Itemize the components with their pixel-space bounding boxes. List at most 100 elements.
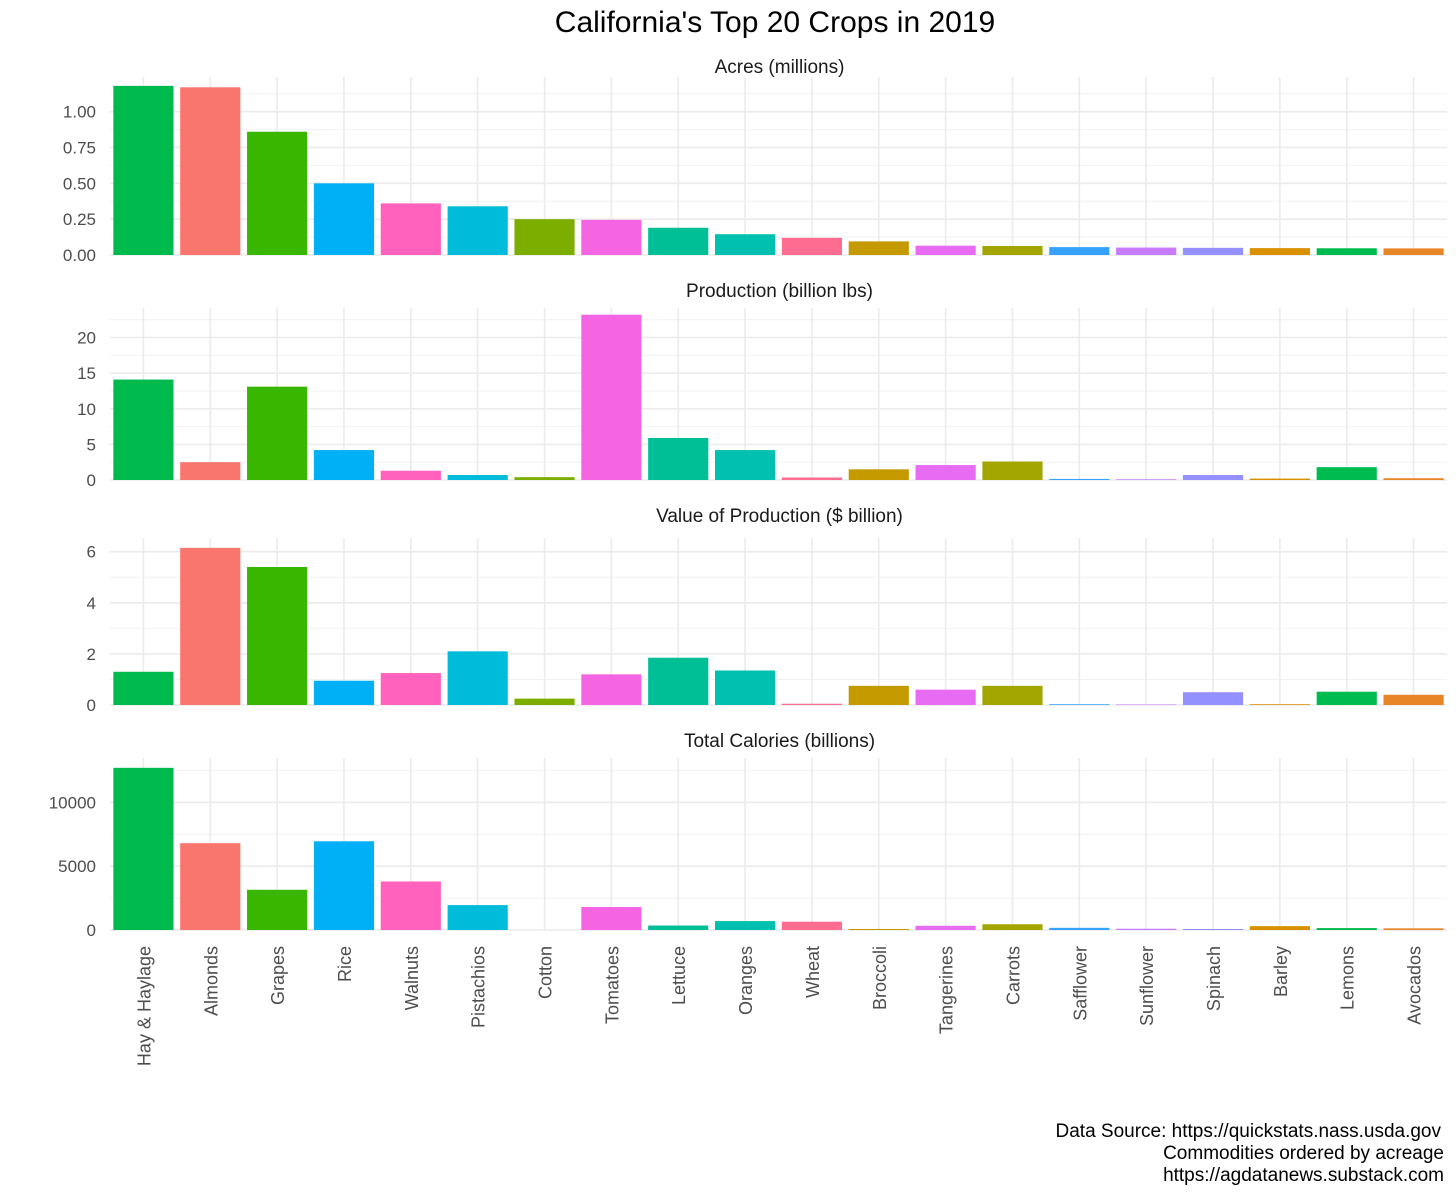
bar-broccoli — [848, 928, 909, 930]
bar-wheat — [781, 237, 843, 255]
panel-production-billion-lbs: 0 5 10 15 20 Production (billion lbs) — [77, 281, 1447, 490]
bar-tangerines — [915, 925, 976, 930]
y-tick-label: 4 — [87, 594, 96, 613]
y-tick-label: 0 — [87, 696, 96, 715]
x-tick-label: Safflower — [1070, 946, 1090, 1021]
bar-wheat — [781, 921, 843, 930]
x-tick-label: Grapes — [268, 946, 288, 1005]
y-tick-label: 20 — [77, 329, 96, 348]
bar-carrots — [982, 461, 1043, 480]
bar-lettuce — [648, 925, 709, 930]
bar-lettuce — [648, 227, 709, 255]
bar-tangerines — [915, 465, 976, 480]
facet-title: Value of Production ($ billion) — [656, 506, 903, 527]
y-tick-label: 2 — [87, 645, 96, 664]
bar-hay-haylage — [113, 85, 174, 255]
facet-title: Total Calories (billions) — [684, 731, 875, 752]
bar-carrots — [982, 245, 1043, 255]
x-tick-label: Almonds — [201, 946, 221, 1016]
bar-lemons — [1316, 928, 1377, 930]
panel-total-calories-billions: 0 5000 10000 Total Calories (billions) — [49, 731, 1447, 940]
bar-grapes — [247, 567, 308, 705]
x-tick-label: Rice — [335, 946, 355, 982]
bar-hay-haylage — [113, 671, 174, 705]
bar-almonds — [180, 547, 241, 705]
bar-barley — [1249, 704, 1310, 705]
x-tick-label: Pistachios — [469, 946, 489, 1028]
x-tick-label: Carrots — [1003, 946, 1023, 1005]
bar-carrots — [982, 685, 1043, 705]
facet-title: Production (billion lbs) — [686, 281, 873, 302]
x-tick-label: Walnuts — [402, 946, 422, 1010]
bar-tomatoes — [581, 674, 642, 705]
bar-pistachios — [447, 475, 508, 480]
facet-title: Acres (millions) — [715, 57, 845, 78]
bar-walnuts — [380, 673, 441, 705]
x-tick-label: Broccoli — [870, 946, 890, 1010]
bar-oranges — [714, 670, 776, 705]
x-axis-labels: Hay & Haylage Almonds Grapes Rice Walnuts Pis… — [134, 946, 1424, 1066]
x-tick-label: Wheat — [803, 946, 823, 998]
bar-lettuce — [648, 437, 709, 480]
y-tick-label: 0.50 — [63, 174, 96, 193]
bar-pistachios — [447, 206, 508, 255]
bar-rice — [313, 450, 375, 480]
bar-pistachios — [447, 905, 508, 930]
caption-source: Data Source: https://quickstats.nass.usd… — [1056, 1121, 1442, 1142]
bar-almonds — [180, 87, 241, 255]
bar-cotton — [514, 219, 575, 255]
y-tick-label: 15 — [77, 364, 96, 383]
panel-value-of-production-billion: 0 2 4 6 Value of Production ($ billion) — [87, 506, 1447, 715]
x-tick-label: Hay & Haylage — [134, 946, 154, 1066]
bar-barley — [1249, 478, 1310, 480]
bar-grapes — [247, 386, 308, 480]
bar-broccoli — [848, 685, 909, 705]
x-tick-label: Avocados — [1405, 946, 1425, 1025]
bar-broccoli — [848, 469, 909, 480]
bar-safflower — [1049, 478, 1110, 480]
bar-barley — [1249, 926, 1310, 930]
y-tick-label: 10000 — [49, 793, 96, 812]
bar-tomatoes — [581, 219, 642, 255]
x-tick-label: Lettuce — [669, 946, 689, 1005]
bar-avocados — [1383, 694, 1444, 705]
bar-walnuts — [380, 881, 441, 930]
y-tick-label: 0.00 — [63, 246, 96, 265]
bar-tangerines — [915, 245, 976, 255]
x-tick-label: Cotton — [536, 946, 556, 999]
bar-lemons — [1316, 467, 1377, 480]
y-tick-label: 0 — [87, 921, 96, 940]
bar-lemons — [1316, 691, 1377, 705]
bar-hay-haylage — [113, 379, 174, 480]
y-tick-label: 0.75 — [63, 139, 96, 158]
x-tick-label: Tangerines — [937, 946, 957, 1034]
bar-sunflower — [1116, 928, 1177, 930]
bar-oranges — [714, 450, 776, 480]
bar-pistachios — [447, 651, 508, 705]
bar-wheat — [781, 703, 843, 705]
bar-spinach — [1182, 247, 1244, 255]
bar-walnuts — [380, 203, 441, 255]
y-tick-label: 1.00 — [63, 103, 96, 122]
bar-walnuts — [380, 470, 441, 480]
x-tick-label: Tomatoes — [602, 946, 622, 1024]
x-tick-label: Sunflower — [1137, 946, 1157, 1026]
panel-acres-millions: 0.00 0.25 0.50 0.75 1.00 Acres (millions) — [63, 57, 1447, 265]
bar-avocados — [1383, 928, 1444, 930]
y-tick-label: 0 — [87, 471, 96, 490]
bar-rice — [313, 183, 375, 255]
bar-spinach — [1182, 928, 1244, 930]
y-tick-label: 5000 — [58, 857, 96, 876]
bar-sunflower — [1116, 247, 1177, 255]
x-tick-label: Lemons — [1338, 946, 1358, 1010]
bar-rice — [313, 841, 375, 930]
bar-carrots — [982, 924, 1043, 930]
x-tick-label: Oranges — [736, 946, 756, 1015]
bar-spinach — [1182, 692, 1244, 705]
bar-safflower — [1049, 247, 1110, 255]
bar-oranges — [714, 234, 776, 255]
bar-rice — [313, 680, 375, 705]
y-tick-label: 0.25 — [63, 210, 96, 229]
facet-panels: 0.00 0.25 0.50 0.75 1.00 Acres (millions) 0 5 10… — [49, 57, 1447, 940]
